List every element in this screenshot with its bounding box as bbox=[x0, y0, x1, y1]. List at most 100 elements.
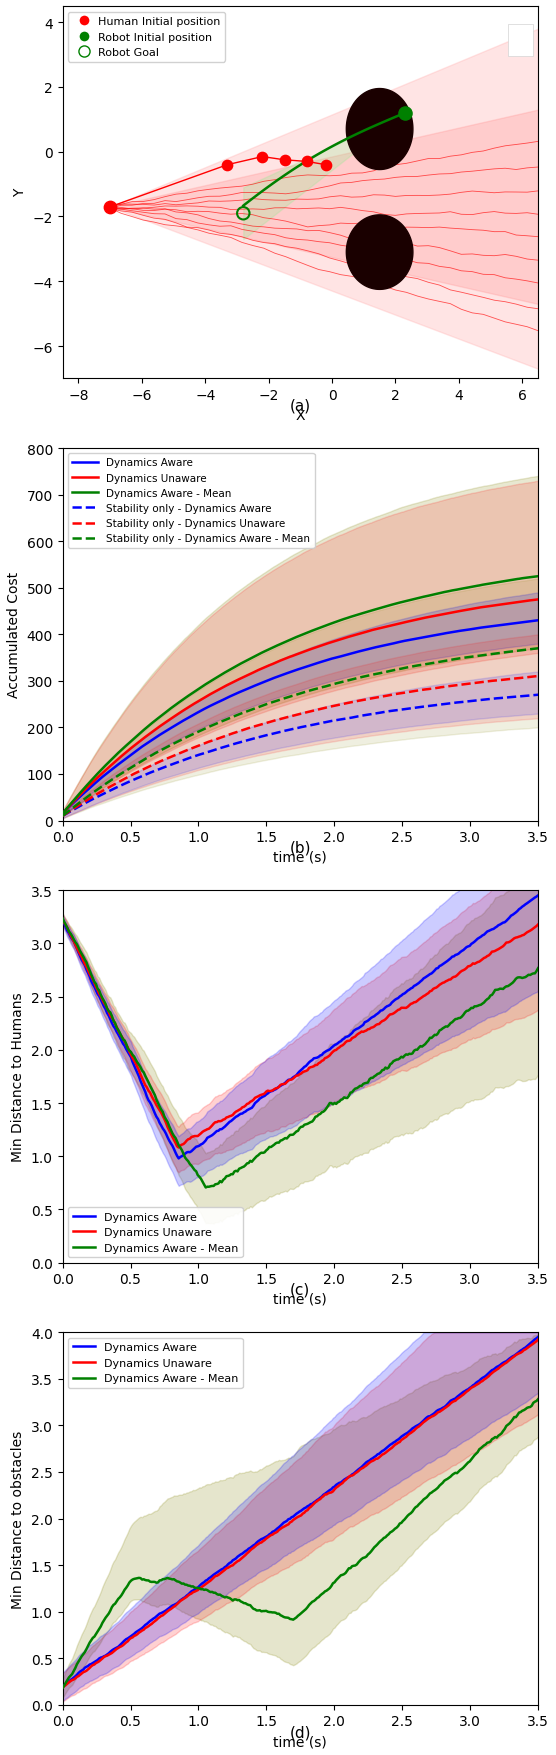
Dynamics Aware bbox=[341, 646, 348, 667]
Dynamics Unaware bbox=[342, 1032, 349, 1053]
Stability only - Dynamics Aware - Mean bbox=[61, 804, 67, 825]
X-axis label: time (s): time (s) bbox=[274, 851, 327, 865]
Point bbox=[280, 147, 289, 176]
Y-axis label: Accumulated Cost: Accumulated Cost bbox=[7, 572, 21, 698]
Y-axis label: Y: Y bbox=[13, 190, 27, 197]
Stability only - Dynamics Unaware bbox=[535, 667, 542, 688]
Stability only - Dynamics Aware bbox=[460, 691, 466, 713]
Text: (a): (a) bbox=[290, 398, 311, 414]
Dynamics Aware bbox=[61, 914, 67, 935]
Dynamics Unaware bbox=[344, 1030, 351, 1051]
Dynamics Aware - Mean bbox=[61, 1674, 67, 1695]
Line: Dynamics Aware - Mean: Dynamics Aware - Mean bbox=[63, 920, 538, 1188]
Dynamics Unaware bbox=[350, 1464, 357, 1485]
Stability only - Dynamics Unaware bbox=[61, 806, 67, 827]
Dynamics Aware bbox=[59, 1676, 66, 1697]
Text: (b): (b) bbox=[290, 841, 311, 855]
Dynamics Unaware bbox=[59, 804, 66, 825]
Line: Dynamics Aware: Dynamics Aware bbox=[63, 621, 538, 814]
Dynamics Unaware bbox=[460, 600, 466, 621]
Legend: Dynamics Aware, Dynamics Unaware, Dynamics Aware - Mean, Stability only - Dynami: Dynamics Aware, Dynamics Unaware, Dynami… bbox=[68, 455, 315, 548]
Dynamics Aware bbox=[342, 1469, 349, 1490]
Line: Dynamics Unaware: Dynamics Unaware bbox=[63, 600, 538, 814]
Line: Stability only - Dynamics Unaware: Stability only - Dynamics Unaware bbox=[63, 677, 538, 816]
Dynamics Aware - Mean bbox=[460, 1457, 466, 1478]
Line: Dynamics Unaware: Dynamics Unaware bbox=[63, 920, 538, 1148]
Dynamics Aware bbox=[461, 939, 468, 960]
Y-axis label: Min Distance to Humans: Min Distance to Humans bbox=[11, 992, 26, 1162]
Stability only - Dynamics Unaware bbox=[460, 674, 466, 695]
Dynamics Aware - Mean bbox=[342, 609, 349, 630]
Dynamics Unaware bbox=[460, 1385, 466, 1406]
Dynamics Unaware bbox=[59, 909, 66, 930]
Point bbox=[223, 151, 232, 179]
Stability only - Dynamics Unaware bbox=[490, 670, 497, 691]
Dynamics Aware - Mean bbox=[344, 1088, 351, 1109]
Dynamics Unaware bbox=[490, 595, 497, 616]
Dynamics Unaware bbox=[461, 960, 468, 981]
Dynamics Unaware bbox=[342, 1469, 349, 1490]
Dynamics Unaware bbox=[61, 1676, 67, 1697]
Dynamics Aware - Mean bbox=[535, 567, 542, 588]
Dynamics Aware bbox=[59, 804, 66, 825]
Dynamics Aware - Mean bbox=[341, 609, 348, 630]
Dynamics Aware - Mean bbox=[61, 913, 67, 934]
Point bbox=[321, 151, 330, 179]
Stability only - Dynamics Aware - Mean bbox=[341, 672, 348, 693]
Point bbox=[239, 200, 248, 228]
Dynamics Aware bbox=[344, 1027, 351, 1048]
Dynamics Aware - Mean bbox=[61, 802, 67, 823]
Dynamics Aware - Mean bbox=[352, 1079, 359, 1100]
Dynamics Aware bbox=[535, 885, 542, 906]
Polygon shape bbox=[346, 90, 413, 170]
Stability only - Dynamics Unaware bbox=[59, 806, 66, 827]
Dynamics Unaware bbox=[492, 941, 499, 962]
Legend: Dynamics Aware, Dynamics Unaware, Dynamics Aware - Mean: Dynamics Aware, Dynamics Unaware, Dynami… bbox=[68, 1337, 242, 1388]
Dynamics Aware - Mean bbox=[490, 572, 497, 593]
Dynamics Aware bbox=[535, 1327, 542, 1348]
Dynamics Aware - Mean bbox=[490, 1429, 497, 1450]
X-axis label: X: X bbox=[296, 409, 305, 423]
Dynamics Aware - Mean bbox=[350, 1555, 357, 1576]
Stability only - Dynamics Aware bbox=[61, 806, 67, 827]
Dynamics Aware bbox=[341, 1469, 348, 1490]
Line: Dynamics Aware - Mean: Dynamics Aware - Mean bbox=[63, 1399, 538, 1688]
Stability only - Dynamics Aware bbox=[59, 806, 66, 827]
Dynamics Aware - Mean bbox=[350, 605, 357, 627]
Stability only - Dynamics Aware - Mean bbox=[460, 648, 466, 669]
Line: Dynamics Aware: Dynamics Aware bbox=[63, 1337, 538, 1687]
Line: Dynamics Aware - Mean: Dynamics Aware - Mean bbox=[63, 577, 538, 814]
Dynamics Aware bbox=[350, 1464, 357, 1485]
Dynamics Unaware bbox=[341, 628, 348, 649]
Stability only - Dynamics Unaware bbox=[350, 691, 357, 713]
Dynamics Aware - Mean bbox=[461, 1002, 468, 1023]
Text: (d): (d) bbox=[290, 1723, 311, 1739]
Text: (c): (c) bbox=[290, 1283, 310, 1297]
Dynamics Aware bbox=[350, 642, 357, 663]
Stability only - Dynamics Aware bbox=[490, 688, 497, 709]
Dynamics Aware bbox=[342, 646, 349, 667]
Dynamics Aware bbox=[342, 1027, 349, 1048]
Dynamics Unaware bbox=[175, 1137, 182, 1158]
Dynamics Aware bbox=[175, 1148, 182, 1169]
Dynamics Aware bbox=[492, 918, 499, 939]
Stability only - Dynamics Aware - Mean bbox=[490, 644, 497, 665]
Line: Dynamics Aware: Dynamics Aware bbox=[63, 895, 538, 1158]
Dynamics Aware bbox=[61, 802, 67, 823]
Dynamics Aware - Mean bbox=[341, 1564, 348, 1585]
Stability only - Dynamics Aware - Mean bbox=[350, 669, 357, 690]
Stability only - Dynamics Aware bbox=[350, 707, 357, 728]
Polygon shape bbox=[346, 216, 413, 290]
Point bbox=[400, 100, 409, 128]
Dynamics Unaware bbox=[350, 625, 357, 646]
Dynamics Unaware bbox=[341, 1471, 348, 1492]
Dynamics Aware - Mean bbox=[59, 1678, 66, 1699]
Stability only - Dynamics Aware - Mean bbox=[59, 806, 66, 827]
Dynamics Aware bbox=[352, 1020, 359, 1041]
Stability only - Dynamics Unaware bbox=[341, 693, 348, 714]
Point bbox=[302, 147, 311, 176]
Legend: Dynamics Aware, Dynamics Unaware, Dynamics Aware - Mean: Dynamics Aware, Dynamics Unaware, Dynami… bbox=[68, 1207, 242, 1257]
Dynamics Unaware bbox=[342, 628, 349, 649]
FancyBboxPatch shape bbox=[508, 25, 533, 58]
Dynamics Aware bbox=[490, 1358, 497, 1379]
